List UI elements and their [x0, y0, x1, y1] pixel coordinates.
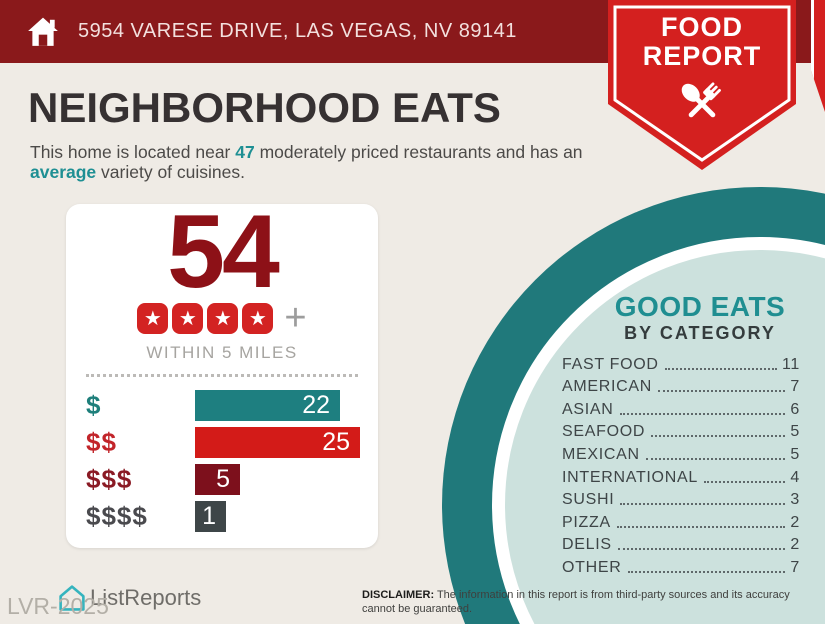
disclaimer: DISCLAIMER: The information in this repo…: [362, 589, 822, 616]
star-icon: ★: [172, 303, 204, 334]
mls-watermark: LVR-2025: [7, 593, 109, 619]
dotted-leader: [703, 480, 786, 483]
ribbon-shape: [608, 0, 796, 170]
property-address: 5954 VARESE DRIVE, LAS VEGAS, NV 89141: [78, 20, 517, 42]
crossed-spoon-fork-icon: [681, 82, 721, 118]
variety-highlight: average: [30, 162, 97, 182]
category-value: 7: [790, 558, 800, 576]
good-eats-subtitle: BY CATEGORY: [624, 323, 776, 343]
category-value: 6: [790, 400, 800, 418]
price-level-label: $$: [86, 427, 117, 457]
dotted-leader: [645, 457, 786, 460]
category-value: 5: [790, 445, 800, 463]
edge-ribbon-fragment: [811, 0, 825, 112]
price-level-label: $: [86, 390, 102, 420]
category-label: PIZZA: [562, 513, 611, 531]
category-label: SUSHI: [562, 491, 615, 509]
dotted-leader: [619, 412, 786, 415]
category-value: 5: [790, 423, 800, 441]
price-bars: $22 $$ 25 $$$ 5 $$$$ 1: [86, 390, 368, 538]
price-bar-value: 25: [322, 428, 350, 456]
star-icon: ★: [242, 303, 274, 334]
dotted-leader: [627, 570, 786, 573]
category-row: AMERICAN 7: [562, 374, 800, 397]
price-bar-row: $$$$ 1: [86, 501, 368, 532]
total-restaurants: 54: [167, 194, 280, 310]
category-row: SUSHI 3: [562, 487, 800, 510]
category-list: FAST FOOD 11 AMERICAN 7 ASIAN 6 SEAFOOD 5 MEXICA…: [562, 351, 800, 577]
category-label: MEXICAN: [562, 445, 640, 463]
category-value: 11: [781, 355, 800, 373]
price-bar-row: $22: [86, 390, 368, 421]
category-row: MEXICAN 5: [562, 441, 800, 464]
badge-title-line2: REPORT: [642, 41, 762, 71]
radius-label: WITHIN 5 MILES: [146, 343, 298, 362]
category-label: AMERICAN: [562, 378, 653, 396]
restaurant-stats-card: 54 ★ ★ ★ ★ + WITHIN 5 MILES $22 $$ 25 $$$ 5 $$$$ 1: [66, 200, 378, 548]
category-value: 2: [790, 536, 800, 554]
listreports-logo: ListReports: [58, 584, 201, 612]
summary-text: This home is located near: [30, 142, 236, 162]
price-bar: 25: [195, 427, 360, 458]
price-bar-value: 5: [216, 465, 230, 493]
dotted-leader: [658, 390, 786, 393]
good-eats-title: GOOD EATS: [614, 291, 786, 322]
dotted-leader: [620, 503, 786, 506]
category-value: 2: [790, 513, 800, 531]
star-icon: ★: [207, 303, 239, 334]
category-row: DELIS 2: [562, 532, 800, 555]
price-bar-row: $$ 25: [86, 427, 368, 458]
star-icon: ★: [137, 303, 169, 334]
price-bar-value: 1: [202, 502, 216, 530]
category-label: ASIAN: [562, 400, 614, 418]
rating-stars: ★ ★ ★ ★ +: [66, 297, 378, 339]
dotted-leader: [651, 435, 786, 438]
category-value: 3: [790, 491, 800, 509]
listreports-logo-text: ListReports: [90, 585, 202, 610]
dotted-leader: [664, 367, 777, 370]
badge-title-line1: FOOD: [661, 12, 743, 42]
dotted-leader: [617, 548, 786, 551]
listreports-house-icon: [59, 585, 85, 611]
category-label: DELIS: [562, 536, 612, 554]
price-bar-value: 22: [302, 391, 330, 419]
price-bar-row: $$$ 5: [86, 464, 368, 495]
category-row: OTHER 7: [562, 554, 800, 577]
home-icon: [28, 17, 58, 46]
badge-title: FOOD REPORT: [608, 13, 796, 71]
category-row: FAST FOOD 11: [562, 351, 800, 374]
disclaimer-label: DISCLAIMER:: [362, 589, 435, 601]
plus-icon: +: [284, 297, 307, 339]
price-bar: 22: [195, 390, 340, 421]
food-report-badge: FOOD REPORT: [608, 0, 796, 172]
category-value: 4: [790, 468, 800, 486]
price-bar: 5: [195, 464, 240, 495]
disclaimer-text: The information in this report is from t…: [362, 589, 790, 615]
dotted-divider: [86, 374, 358, 377]
category-label: OTHER: [562, 558, 622, 576]
category-value: 7: [790, 378, 800, 396]
page-title: NEIGHBORHOOD EATS: [28, 84, 501, 131]
summary-sentence: This home is located near 47 moderately …: [30, 142, 590, 182]
category-row: INTERNATIONAL 4: [562, 464, 800, 487]
category-label: INTERNATIONAL: [562, 468, 698, 486]
category-row: SEAFOOD 5: [562, 419, 800, 442]
summary-text: variety of cuisines.: [96, 162, 245, 182]
price-level-label: $$$$: [86, 501, 148, 531]
dotted-leader: [616, 525, 786, 528]
category-row: ASIAN 6: [562, 396, 800, 419]
restaurant-count: 47: [235, 142, 255, 162]
category-label: FAST FOOD: [562, 355, 659, 373]
category-label: SEAFOOD: [562, 423, 646, 441]
category-row: PIZZA 2: [562, 509, 800, 532]
summary-text: moderately priced restaurants and has an: [254, 142, 583, 162]
price-bar: 1: [195, 501, 226, 532]
price-level-label: $$$: [86, 464, 133, 494]
